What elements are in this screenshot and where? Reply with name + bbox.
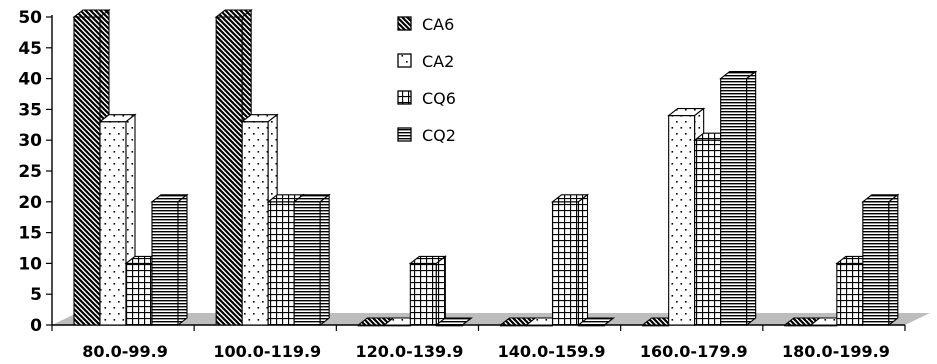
bar	[408, 255, 447, 327]
bar-side-face	[577, 193, 589, 327]
bar	[434, 317, 473, 327]
bar-front-face	[99, 121, 127, 326]
bar-front-face	[551, 201, 580, 326]
x-category-label: 160.0-179.9	[640, 342, 748, 361]
bar-front-face	[862, 201, 890, 326]
bar-side-face	[319, 193, 330, 327]
y-tick-label: 30	[18, 131, 42, 151]
bar-front-face	[151, 201, 179, 326]
x-category-label: 120.0-139.9	[355, 342, 463, 361]
legend-item: CQ2	[397, 126, 456, 145]
legend: CA6 CA2 CQ6 CQ2	[397, 15, 456, 145]
y-tick-label: 25	[18, 162, 42, 182]
x-category-label: 80.0-99.9	[82, 342, 168, 361]
bar-front-face	[267, 201, 295, 326]
bar-side-face	[888, 193, 899, 327]
bar-front-face	[720, 78, 748, 326]
bar	[576, 317, 616, 327]
x-category-label: 140.0-159.9	[498, 342, 606, 361]
legend-item: CQ6	[397, 89, 456, 108]
bar-side-face	[177, 193, 188, 327]
bar	[214, 8, 253, 327]
bar-front-face	[293, 201, 321, 326]
y-tick-label: 50	[18, 8, 42, 28]
bar-front-face	[125, 262, 153, 326]
y-tick-label: 5	[30, 285, 42, 305]
y-tick-label: 10	[18, 254, 42, 274]
legend-label: CA2	[422, 52, 454, 71]
legend-label: CQ2	[422, 126, 456, 145]
y-tick-label: 15	[18, 224, 42, 244]
bar-front-face	[73, 16, 101, 326]
x-category-label: 100.0-119.9	[213, 342, 321, 361]
legend-swatch	[397, 127, 412, 142]
bar-side-face	[746, 70, 757, 327]
legend-swatch	[397, 53, 412, 68]
bar-front-face	[409, 262, 437, 326]
y-tick-label: 40	[18, 70, 42, 90]
y-tick-label: 45	[18, 39, 42, 59]
legend-label: CA6	[422, 15, 454, 34]
y-tick-label: 0	[30, 316, 42, 336]
bar-front-face	[694, 139, 722, 326]
legend-label: CQ6	[422, 89, 456, 108]
bar-front-face	[668, 115, 696, 326]
bar-front-face	[215, 16, 243, 326]
legend-swatch	[397, 16, 412, 31]
bar	[292, 193, 331, 327]
legend-swatch	[397, 90, 412, 105]
bar	[861, 193, 900, 327]
bar	[550, 193, 590, 327]
y-tick-label: 35	[18, 100, 42, 120]
y-tick-label: 20	[18, 193, 42, 213]
bar	[150, 193, 189, 327]
bars	[72, 8, 900, 327]
legend-item: CA6	[397, 15, 454, 34]
bar-front-face	[241, 121, 269, 326]
bar-side-face	[435, 255, 446, 327]
x-category-label: 180.0-199.9	[782, 342, 890, 361]
bar	[719, 70, 758, 327]
legend-item: CA2	[397, 52, 454, 71]
y-axis: 0 5 10 15 20 25 30 35 40 45 50	[18, 8, 906, 336]
bar-side-face	[604, 317, 614, 326]
x-axis-labels: 80.0-99.9 100.0-119.9 120.0-139.9 140.0-159…	[82, 342, 890, 361]
bar-front-face	[836, 262, 864, 326]
bar-side-face	[461, 317, 472, 326]
